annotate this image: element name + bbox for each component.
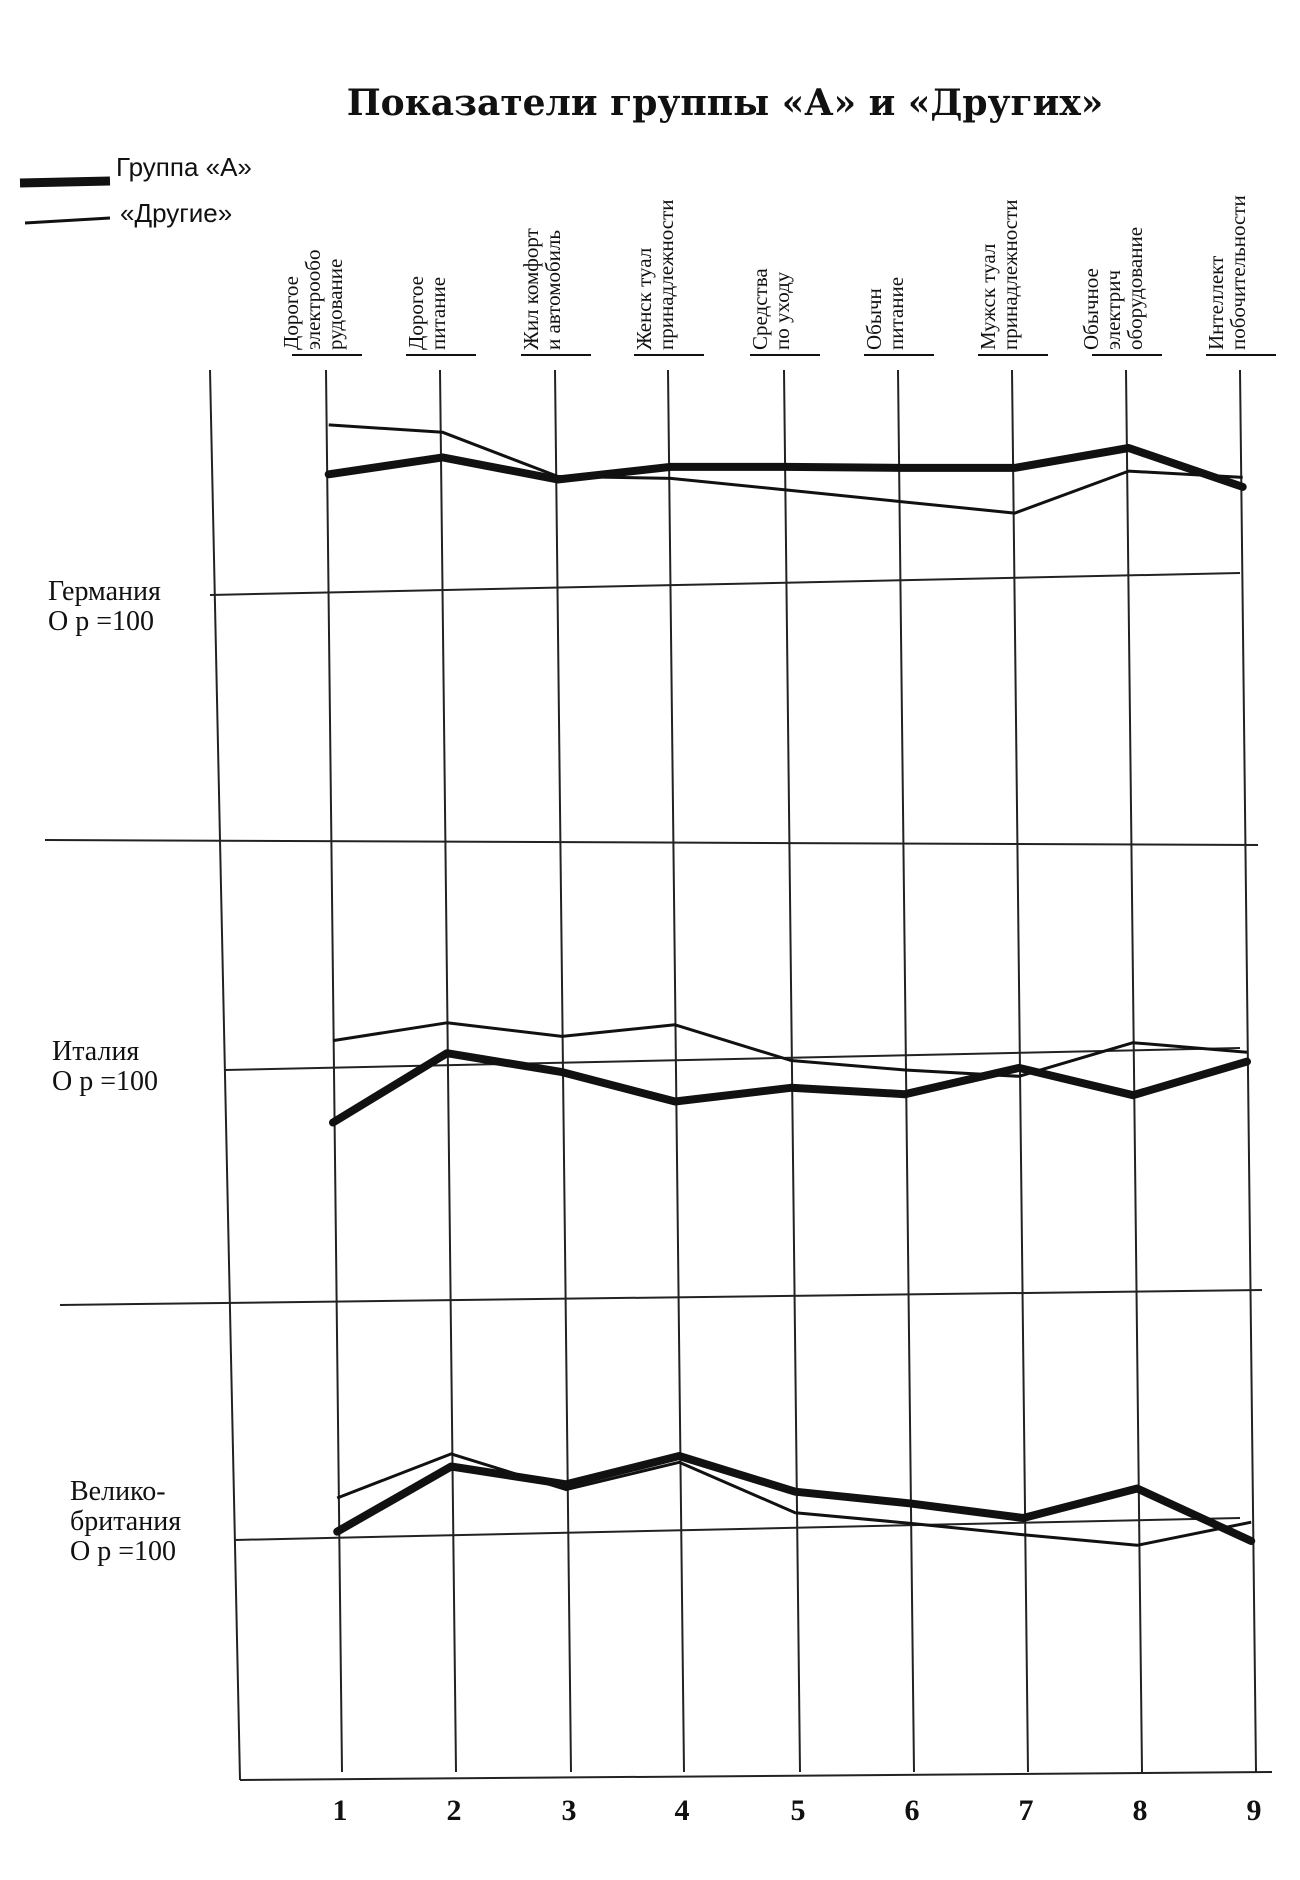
x-tick-4: 4 (675, 1794, 690, 1827)
x-tick-labels: 1 2 3 4 5 6 7 8 9 (333, 1794, 1262, 1827)
series-line-panel-2-others (332, 1021, 1248, 1078)
category-guide-8 (1125, 369, 1143, 1773)
y-axis-line (209, 369, 241, 1781)
series-line-panel-3-others (336, 1452, 1252, 1547)
x-tick-5: 5 (791, 1794, 806, 1827)
x-tick-6: 6 (905, 1794, 920, 1827)
category-label-1-line-1: Дорогое (279, 276, 303, 350)
legend-swatch-others (24, 216, 111, 225)
x-tick-8: 8 (1133, 1794, 1148, 1827)
category-label-4-line-1: Женск туал (632, 248, 656, 350)
category-label-9-line-2: побочительности (1226, 195, 1250, 350)
baseline-lines (209, 572, 1241, 1541)
category-label-6-line-1: Обычн (862, 288, 886, 350)
baseline-100-panel-3 (234, 1517, 1241, 1541)
category-label-1-line-3: рудование (323, 259, 347, 350)
series-line-panel-3-group-a (333, 1452, 1256, 1545)
series-lines (324, 423, 1256, 1547)
country-label-1-line-1: Германия (48, 576, 161, 607)
legend-label-group-a: Группа «А» (116, 152, 252, 182)
x-tick-2: 2 (447, 1794, 462, 1827)
category-guide-2 (439, 369, 457, 1773)
x-tick-9: 9 (1247, 1794, 1262, 1827)
category-label-7-line-1: Мужск туал (976, 244, 1000, 350)
country-label-3-line-2: британия (70, 1506, 181, 1537)
country-label-1-line-2: О р =100 (48, 606, 154, 637)
panel-separator-1 (44, 839, 1259, 846)
category-guide-5 (783, 369, 801, 1773)
category-label-4-line-2: принадлежности (654, 199, 678, 350)
country-label-2-line-2: О р =100 (52, 1066, 158, 1097)
category-guide-9 (1239, 369, 1257, 1773)
category-guide-lines (325, 369, 1257, 1773)
x-tick-1: 1 (333, 1794, 348, 1827)
x-tick-7: 7 (1019, 1794, 1034, 1827)
chart-title: Показатели группы «А» и «Других» (347, 82, 1104, 124)
legend: Группа «А» «Другие» (19, 152, 252, 228)
series-line-panel-1-others (328, 423, 1243, 515)
legend-label-others: «Другие» (120, 198, 232, 228)
category-label-8-line-3: оборудование (1123, 227, 1147, 350)
category-label-5-line-1: Средства (748, 268, 772, 350)
category-label-3-line-1: Жил комфорт (519, 228, 543, 350)
category-guide-4 (667, 369, 685, 1773)
legend-swatch-group-a (19, 176, 111, 188)
category-label-8-line-1: Обычное (1079, 268, 1103, 350)
series-line-panel-1-group-a (324, 444, 1247, 491)
baseline-100-panel-2 (224, 1047, 1241, 1071)
x-tick-3: 3 (562, 1794, 577, 1827)
country-label-2-line-1: Италия (52, 1036, 139, 1067)
country-label-3-line-1: Велико- (70, 1476, 166, 1507)
country-label-3-line-3: О р =100 (70, 1536, 176, 1567)
category-label-2-line-1: Дорогое (404, 276, 428, 350)
baseline-100-panel-1 (209, 572, 1241, 596)
category-label-6-line-2: питание (884, 277, 908, 350)
category-guide-1 (325, 369, 343, 1773)
category-label-5-line-2: по уходу (770, 271, 794, 350)
category-label-7-line-2: принадлежности (998, 199, 1022, 350)
category-label-9-line-1: Интеллект (1204, 256, 1228, 350)
category-label-1-line-2: электрообо (301, 250, 325, 350)
x-axis-line (239, 1771, 1273, 1781)
category-label-2-line-2: питание (426, 277, 450, 350)
category-label-3-line-2: и автомобиль (541, 230, 565, 350)
panel-separator-2 (59, 1289, 1263, 1306)
category-label-8-line-2: электрич (1101, 269, 1125, 350)
series-line-panel-2-group-a (329, 1049, 1251, 1127)
